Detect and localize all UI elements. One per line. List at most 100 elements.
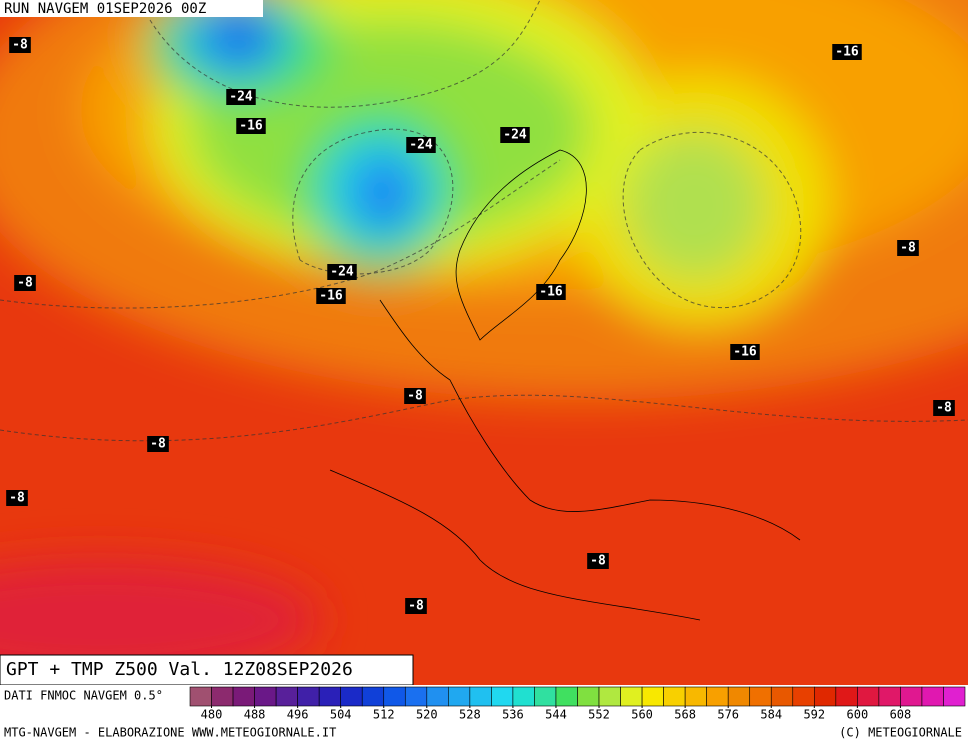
contour-label-text: -8 <box>407 389 423 404</box>
color-swatch <box>620 686 643 707</box>
colorbar-tick-label: 536 <box>502 708 524 722</box>
colorbar-tick-label: 520 <box>416 708 438 722</box>
colorbar-tick-label: 608 <box>890 708 912 722</box>
color-swatch <box>426 686 449 707</box>
color-swatch <box>512 686 535 707</box>
color-swatch <box>641 686 664 707</box>
contour-label: -16 <box>832 44 862 60</box>
contour-label-text: -8 <box>408 599 424 614</box>
color-swatch <box>900 686 923 707</box>
colorbar-tick-label: 560 <box>631 708 653 722</box>
contour-label-box <box>236 118 266 134</box>
contour-label: -8 <box>9 37 31 53</box>
colorbar-tick-label: 528 <box>459 708 481 722</box>
color-swatch <box>534 686 557 707</box>
title-box <box>0 654 414 686</box>
colorbar-tick-label: 496 <box>287 708 309 722</box>
colorbar-tick-label: 480 <box>201 708 223 722</box>
colorbar-tick-label: 568 <box>674 708 696 722</box>
color-swatch <box>770 686 794 707</box>
contour-label: -16 <box>236 118 266 134</box>
color-swatch <box>835 686 858 707</box>
contour-label: -8 <box>933 400 955 416</box>
contour-label-box <box>897 240 919 256</box>
contour-label-box <box>316 288 346 304</box>
contour-label: -16 <box>316 288 346 304</box>
color-swatch <box>404 686 428 707</box>
contour-label-box <box>933 400 955 416</box>
contour-label: -8 <box>405 598 427 614</box>
color-swatch <box>684 686 707 707</box>
color-swatch <box>598 686 621 707</box>
contour-label: -24 <box>500 127 530 143</box>
contour-label-box <box>9 37 31 53</box>
contour-label-box <box>6 490 28 506</box>
contour-label: -24 <box>226 89 256 105</box>
contour-label-box <box>226 89 256 105</box>
contour-label: -16 <box>536 284 566 300</box>
contour-label-box <box>730 344 760 360</box>
colorbar-tick-label: 552 <box>588 708 610 722</box>
color-swatch <box>318 686 341 707</box>
contour-label: -8 <box>404 388 426 404</box>
color-swatch <box>340 686 363 707</box>
contour-label-box <box>147 436 169 452</box>
contour-label-box <box>406 137 436 153</box>
contour-label: -8 <box>14 275 36 291</box>
contour-label: -24 <box>406 137 436 153</box>
contour-label-box <box>832 44 862 60</box>
contour-label-box <box>327 264 357 280</box>
color-swatch <box>275 686 298 707</box>
contour-label-text: -16 <box>319 289 343 304</box>
color-swatch <box>857 686 880 707</box>
source-text: DATI FNMOC NAVGEM 0.5° <box>4 689 163 703</box>
color-swatch <box>361 686 385 707</box>
contour-label-text: -16 <box>733 345 757 360</box>
footer-right: (C) METEOGIORNALE <box>839 726 962 740</box>
colorbar-tick-label: 504 <box>330 708 352 722</box>
contour-label-text: -8 <box>590 554 606 569</box>
color-swatch <box>663 686 686 707</box>
contour-label: -24 <box>327 264 357 280</box>
contour-label-text: -24 <box>330 265 354 280</box>
colorbar-tick-label: 544 <box>545 708 567 722</box>
contour-label-text: -16 <box>539 285 563 300</box>
color-swatch <box>878 686 901 707</box>
color-swatch <box>254 686 277 707</box>
contour-label-text: -8 <box>900 241 916 256</box>
colorbar-tick-label: 592 <box>803 708 825 722</box>
color-swatch <box>749 686 772 707</box>
color-swatch <box>943 686 966 707</box>
colorbar: 480 488 496 504 512 520 528 536 544 552 560 568 576 5… <box>189 686 966 722</box>
contour-labels: -8 -24 -16 -24 -24 -16 -8 -8 -24 -16 -16 -16 -8 -8 -8 -… <box>6 37 955 614</box>
color-swatch <box>555 686 578 707</box>
header-box <box>0 0 263 17</box>
color-swatch <box>469 686 492 707</box>
color-swatch <box>491 686 514 707</box>
contour-label-text: -24 <box>229 90 253 105</box>
contour-label-text: -8 <box>150 437 166 452</box>
contour-label-box <box>536 284 566 300</box>
footer-left: MTG-NAVGEM - ELABORAZIONE WWW.METEOGIORN… <box>4 726 336 740</box>
contour-label-text: -24 <box>409 138 433 153</box>
contour-label: -8 <box>147 436 169 452</box>
contour-label: -8 <box>587 553 609 569</box>
contour-label-text: -16 <box>835 45 859 60</box>
contour-label: -16 <box>730 344 760 360</box>
colorbar-tick-label: 576 <box>717 708 739 722</box>
colorbar-tick-label: 512 <box>373 708 395 722</box>
contour-label-text: -24 <box>503 128 527 143</box>
color-swatch <box>577 686 600 707</box>
contour-label-box <box>14 275 36 291</box>
contour-label-text: -8 <box>936 401 952 416</box>
color-swatch <box>189 686 212 707</box>
contour-label-text: -8 <box>17 276 33 291</box>
run-header: RUN NAVGEM 01SEP2026 00Z <box>4 1 206 17</box>
color-swatch <box>814 686 837 707</box>
map-field <box>0 0 968 685</box>
color-swatch <box>706 686 729 707</box>
contour-label-text: -8 <box>9 491 25 506</box>
color-swatch <box>232 686 255 707</box>
colorbar-tick-label: 488 <box>244 708 266 722</box>
